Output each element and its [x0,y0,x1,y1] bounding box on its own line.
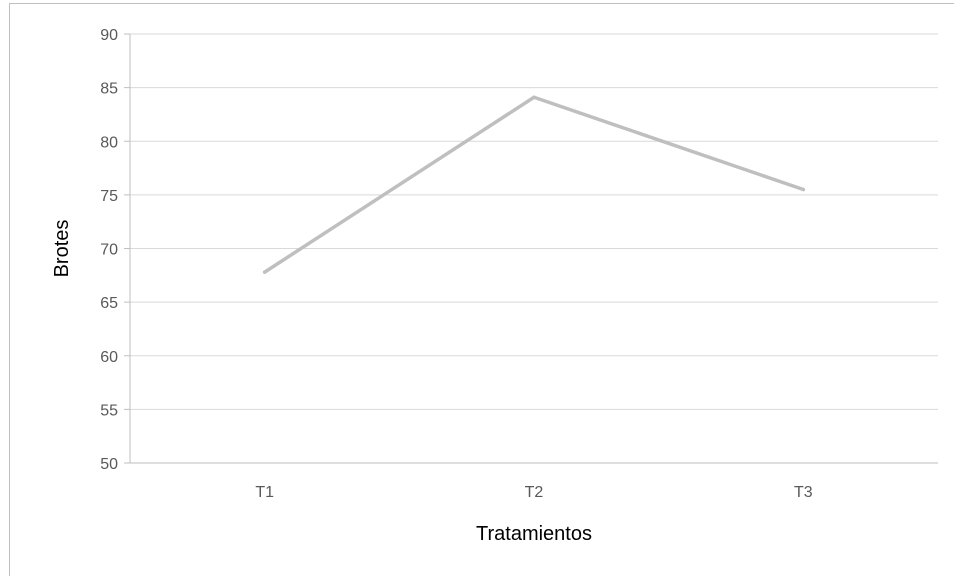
gridlines [129,33,938,464]
x-tick-label: T1 [255,484,274,501]
y-tick-label: 65 [100,295,118,312]
y-tick-label: 90 [100,27,118,44]
y-axis-title: Brotes [51,220,73,278]
data-point [532,95,536,100]
chart-frame [9,3,954,576]
x-tick-label: T3 [794,484,813,501]
y-tick-label: 70 [100,242,118,259]
y-tick-label: 60 [100,349,118,366]
y-tick-label: 55 [100,402,118,419]
series-line [262,95,806,274]
y-tick-label: 75 [100,188,118,205]
y-tick-label: 50 [100,456,118,473]
x-tick-label: T2 [525,484,544,501]
series-layer [262,95,806,274]
data-point [262,270,267,274]
y-tick-label: 85 [100,81,118,98]
y-axis-ticks: 50 55 60 65 70 75 80 85 90 [100,27,130,473]
data-point [801,187,806,192]
x-axis-title: Tratamientos [476,523,592,545]
x-axis-ticks: T1 T2 T3 [255,484,812,501]
y-tick-label: 80 [100,134,118,151]
